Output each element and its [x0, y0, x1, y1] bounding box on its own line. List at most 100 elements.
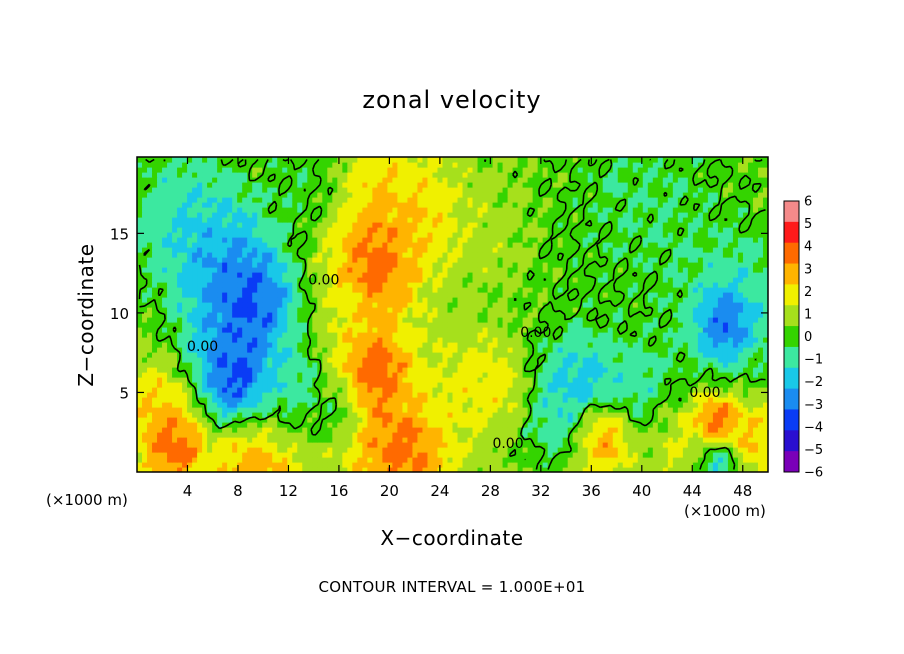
field-cell — [747, 287, 754, 293]
field-cell — [617, 367, 624, 373]
field-cell — [227, 302, 233, 308]
field-cell — [312, 317, 318, 323]
field-cell — [202, 467, 208, 472]
field-cell — [402, 292, 409, 298]
field-cell — [372, 402, 378, 408]
field-cell — [562, 372, 569, 378]
field-cell — [177, 322, 183, 328]
field-cell — [512, 402, 519, 408]
field-cell — [312, 437, 318, 443]
field-cell — [177, 372, 183, 378]
field-cell — [572, 392, 579, 398]
field-cell — [422, 327, 429, 333]
field-cell — [407, 442, 414, 448]
field-cell — [137, 327, 143, 333]
field-cell — [437, 382, 444, 388]
field-cell — [652, 302, 659, 308]
field-cell — [432, 402, 439, 408]
field-cell — [507, 322, 514, 328]
field-cell — [577, 397, 584, 403]
field-cell — [667, 312, 674, 318]
field-cell — [522, 387, 529, 393]
field-cell — [207, 437, 213, 443]
field-cell — [507, 432, 514, 438]
field-cell — [177, 287, 183, 293]
field-cell — [227, 277, 233, 283]
field-cell — [212, 377, 218, 383]
field-cell — [622, 347, 629, 353]
field-cell — [527, 442, 534, 448]
field-cell — [527, 307, 534, 313]
field-cell — [547, 387, 554, 393]
field-cell — [707, 457, 714, 463]
field-cell — [372, 447, 378, 453]
field-cell — [147, 417, 153, 423]
field-cell — [287, 287, 293, 293]
field-cell — [357, 402, 363, 408]
field-cell — [687, 337, 694, 343]
field-cell — [162, 342, 168, 348]
field-cell — [362, 387, 368, 393]
field-cell — [177, 282, 183, 288]
field-cell — [562, 342, 569, 348]
field-cell — [337, 407, 343, 413]
field-cell — [677, 322, 684, 328]
field-cell — [137, 272, 143, 278]
field-cell — [577, 467, 584, 472]
field-cell — [632, 352, 639, 358]
field-cell — [552, 422, 559, 428]
field-cell — [227, 417, 233, 423]
field-cell — [242, 342, 248, 348]
field-cell — [287, 382, 293, 388]
field-cell — [637, 332, 644, 338]
field-cell — [742, 422, 749, 428]
field-cell — [592, 382, 599, 388]
field-cell — [347, 397, 353, 403]
field-cell — [227, 422, 233, 428]
field-cell — [242, 372, 248, 378]
field-cell — [727, 382, 734, 388]
field-cell — [542, 452, 549, 458]
field-cell — [282, 337, 288, 343]
field-cell — [682, 352, 689, 358]
field-cell — [337, 422, 343, 428]
field-cell — [332, 302, 338, 308]
field-cell — [502, 437, 509, 443]
field-cell — [312, 382, 318, 388]
field-cell — [542, 382, 549, 388]
field-cell — [202, 312, 208, 318]
field-cell — [627, 427, 634, 433]
field-cell — [412, 467, 419, 472]
field-cell — [392, 447, 399, 453]
field-cell — [162, 307, 168, 313]
field-cell — [727, 457, 734, 463]
field-cell — [672, 282, 679, 288]
field-cell — [297, 447, 303, 453]
field-cell — [582, 362, 589, 368]
field-cell — [722, 397, 729, 403]
field-cell — [537, 447, 544, 453]
field-cell — [452, 432, 459, 438]
field-cell — [222, 292, 228, 298]
field-cell — [662, 277, 669, 283]
field-cell — [612, 357, 619, 363]
field-cell — [217, 347, 223, 353]
field-cell — [667, 427, 674, 433]
field-cell — [417, 327, 424, 333]
field-cell — [392, 457, 399, 463]
field-cell — [482, 382, 489, 388]
field-cell — [502, 417, 509, 423]
field-cell — [727, 347, 734, 353]
field-cell — [362, 432, 368, 438]
field-cell — [482, 302, 489, 308]
field-cell — [662, 307, 669, 313]
field-cell — [212, 387, 218, 393]
field-cell — [707, 352, 714, 358]
field-cell — [652, 397, 659, 403]
field-cell — [202, 372, 208, 378]
field-cell — [477, 362, 484, 368]
field-cell — [722, 417, 729, 423]
field-cell — [372, 307, 378, 313]
field-cell — [642, 332, 649, 338]
field-cell — [727, 352, 734, 358]
